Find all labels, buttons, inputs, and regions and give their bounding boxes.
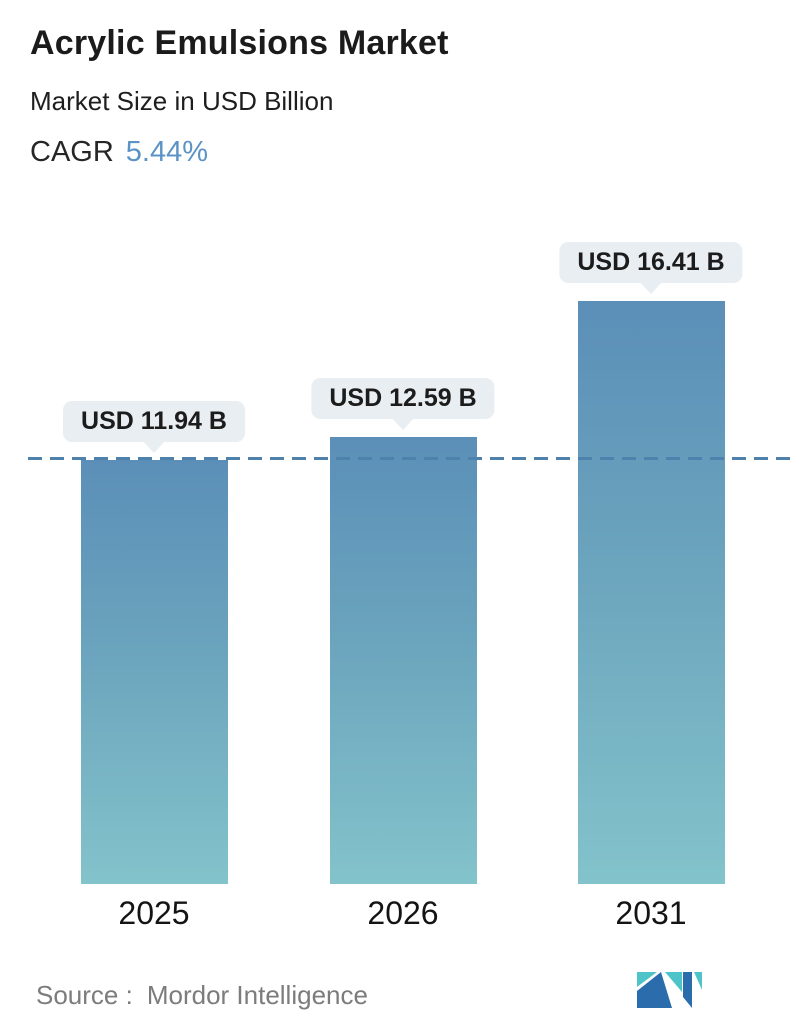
x-axis-label-2026: 2026 bbox=[367, 895, 439, 931]
source-row: Source : Mordor Intelligence bbox=[36, 980, 368, 1011]
reference-dashed-line bbox=[28, 457, 792, 460]
logo-blue-bar bbox=[683, 972, 692, 1008]
source-value: Mordor Intelligence bbox=[146, 980, 368, 1010]
source-label: Source : bbox=[36, 980, 133, 1010]
logo-teal-triangle-right bbox=[694, 972, 702, 990]
value-label-2025: USD 11.94 B bbox=[63, 401, 245, 442]
cagr-row: CAGR 5.44% bbox=[30, 136, 208, 169]
bar-2026[interactable] bbox=[329, 437, 477, 884]
value-label-2026: USD 12.59 B bbox=[311, 378, 495, 419]
value-label-2031: USD 16.41 B bbox=[559, 242, 743, 283]
cagr-value: 5.44% bbox=[125, 136, 209, 168]
logo-blue-diagonal bbox=[637, 972, 672, 1008]
logo-teal-triangle-left bbox=[637, 972, 657, 987]
bar-2025[interactable] bbox=[80, 460, 228, 884]
chart-subtitle: Market Size in USD Billion bbox=[30, 86, 334, 116]
logo-teal-triangle-middle bbox=[665, 972, 682, 992]
bar-2031[interactable] bbox=[577, 301, 725, 884]
x-axis-label-2025: 2025 bbox=[118, 895, 190, 931]
value-label-pointer bbox=[141, 439, 167, 453]
value-label-pointer bbox=[638, 280, 664, 294]
value-label-pointer bbox=[390, 416, 416, 430]
cagr-label: CAGR bbox=[30, 136, 114, 168]
x-axis-label-2031: 2031 bbox=[615, 895, 687, 931]
page-title: Acrylic Emulsions Market bbox=[30, 24, 449, 62]
mordor-intelligence-logo bbox=[637, 972, 702, 1008]
